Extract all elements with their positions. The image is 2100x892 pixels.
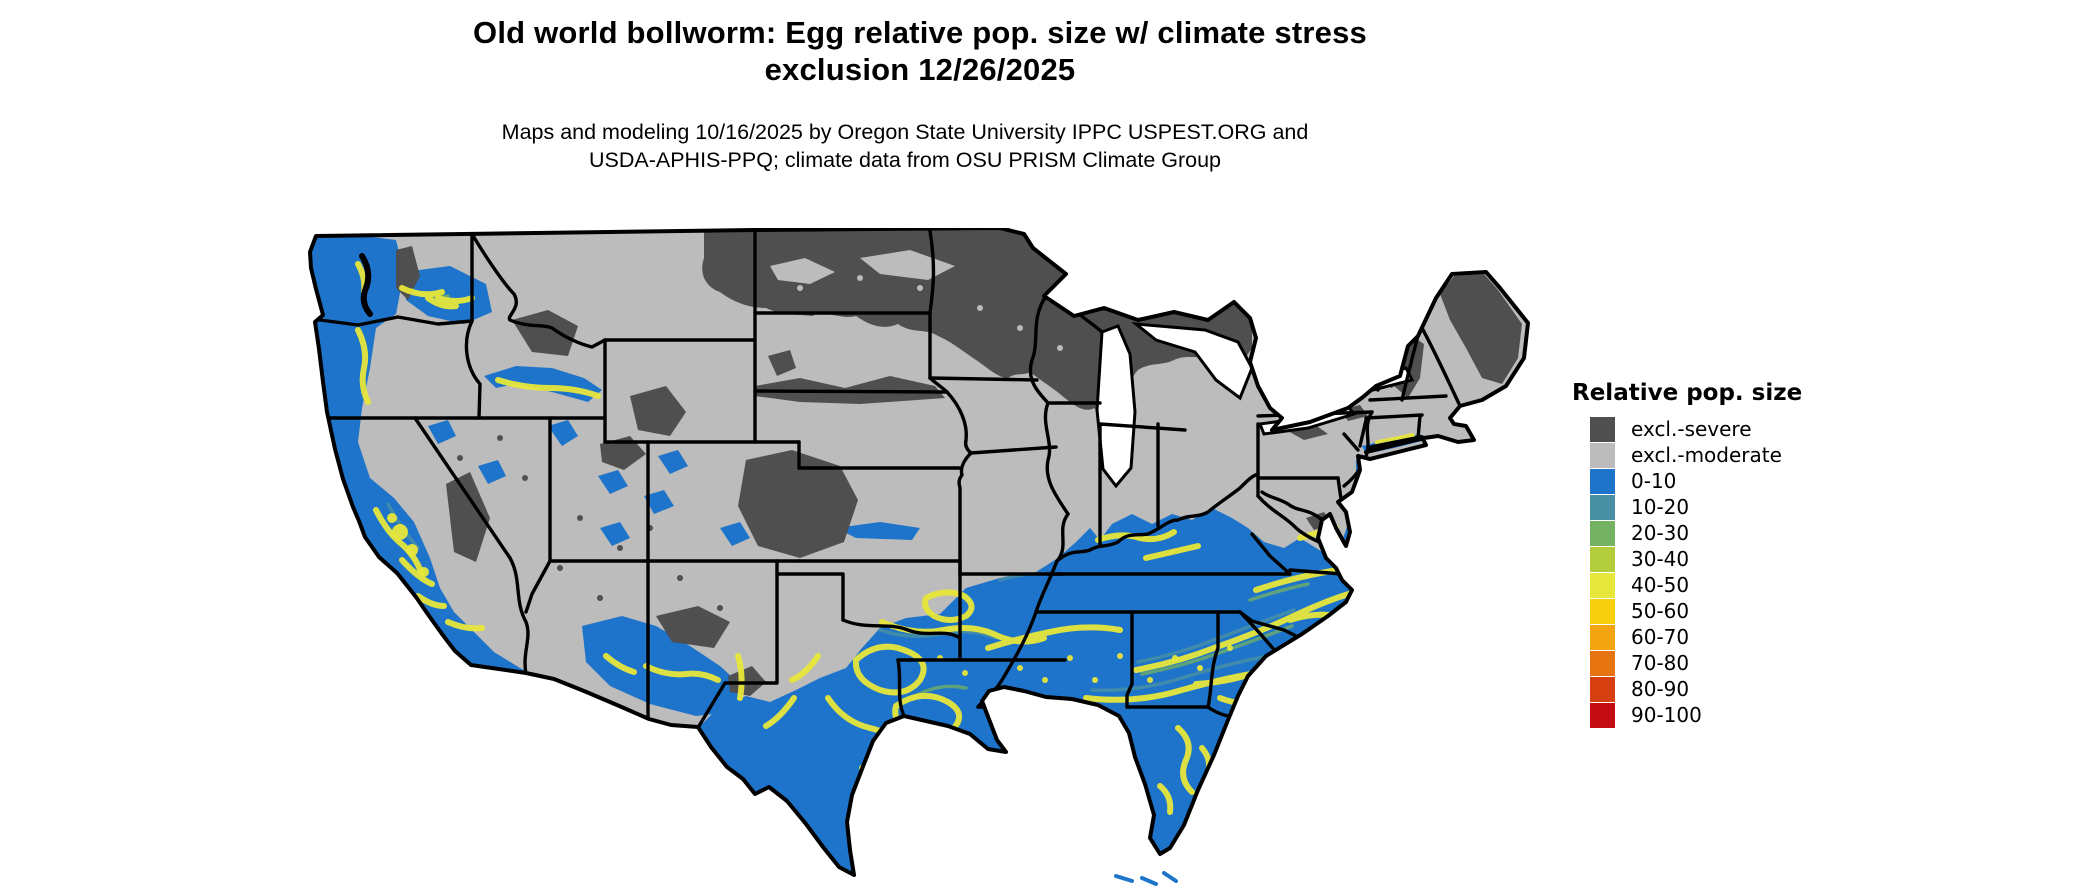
legend-row: 40-50 (1590, 572, 1802, 598)
legend-row: excl.-moderate (1590, 442, 1802, 468)
legend-row: 30-40 (1590, 546, 1802, 572)
lake-michigan (1095, 324, 1137, 489)
zone-moderate-speckles (777, 275, 1063, 351)
us-map (300, 228, 1530, 888)
legend-swatch (1590, 546, 1615, 572)
legend: Relative pop. size excl.-severe excl.-mod… (1572, 380, 1802, 728)
legend-label: 30-40 (1631, 547, 1690, 571)
map-subtitle: Maps and modeling 10/16/2025 by Oregon S… (0, 118, 1810, 174)
us-map-svg (308, 228, 1530, 886)
legend-swatch (1590, 442, 1615, 468)
florida-keys (1114, 871, 1178, 886)
zone-moderate-patch (770, 250, 955, 284)
legend-row: 20-30 (1590, 520, 1802, 546)
legend-label: excl.-moderate (1631, 443, 1782, 467)
legend-swatch (1590, 494, 1615, 520)
legend-row: 60-70 (1590, 624, 1802, 650)
legend-swatch (1590, 416, 1615, 442)
lake-huron (1131, 322, 1254, 401)
zone-blue-basin-patches (428, 420, 750, 546)
map-title: Old world bollworm: Egg relative pop. si… (0, 14, 1840, 88)
legend-row: 80-90 (1590, 676, 1802, 702)
map-fill-layers (310, 228, 1528, 875)
legend-row: 50-60 (1590, 598, 1802, 624)
zone-blue-arkriver (836, 522, 920, 540)
legend-label: 80-90 (1631, 677, 1690, 701)
legend-label: excl.-severe (1631, 417, 1752, 441)
legend-label: 10-20 (1631, 495, 1690, 519)
zone-blue-southwest (582, 616, 742, 716)
legend-label: 70-80 (1631, 651, 1690, 675)
legend-title: Relative pop. size (1572, 380, 1803, 406)
legend-swatch (1590, 598, 1615, 624)
legend-swatch (1590, 572, 1615, 598)
legend-label: 90-100 (1631, 703, 1702, 727)
legend-label: 40-50 (1631, 573, 1690, 597)
zone-severe-speckles (457, 435, 723, 611)
legend-row: 0-10 (1590, 468, 1802, 494)
map-title-line2: exclusion 12/26/2025 (764, 52, 1076, 87)
legend-label: 0-10 (1631, 469, 1677, 493)
us-outline (308, 228, 1530, 877)
zone-blue-snake (484, 366, 602, 402)
legend-swatch (1590, 650, 1615, 676)
legend-swatch (1590, 624, 1615, 650)
legend-rows: excl.-severe excl.-moderate 0-10 10-20 20-30… (1572, 416, 1802, 728)
legend-swatch (1590, 520, 1615, 546)
legend-row: 90-100 (1590, 702, 1802, 728)
great-lakes (1095, 322, 1415, 489)
legend-swatch (1590, 468, 1615, 494)
map-subtitle-line2: USDA-APHIS-PPQ; climate data from OSU PR… (588, 148, 1222, 172)
legend-swatch (1590, 676, 1615, 702)
legend-label: 60-70 (1631, 625, 1690, 649)
map-title-line1: Old world bollworm: Egg relative pop. si… (473, 15, 1367, 50)
legend-swatch (1590, 702, 1615, 728)
map-subtitle-line1: Maps and modeling 10/16/2025 by Oregon S… (501, 120, 1309, 144)
legend-row: 10-20 (1590, 494, 1802, 520)
legend-label: 20-30 (1631, 521, 1690, 545)
legend-label: 50-60 (1631, 599, 1690, 623)
legend-row: excl.-severe (1590, 416, 1802, 442)
legend-row: 70-80 (1590, 650, 1802, 676)
